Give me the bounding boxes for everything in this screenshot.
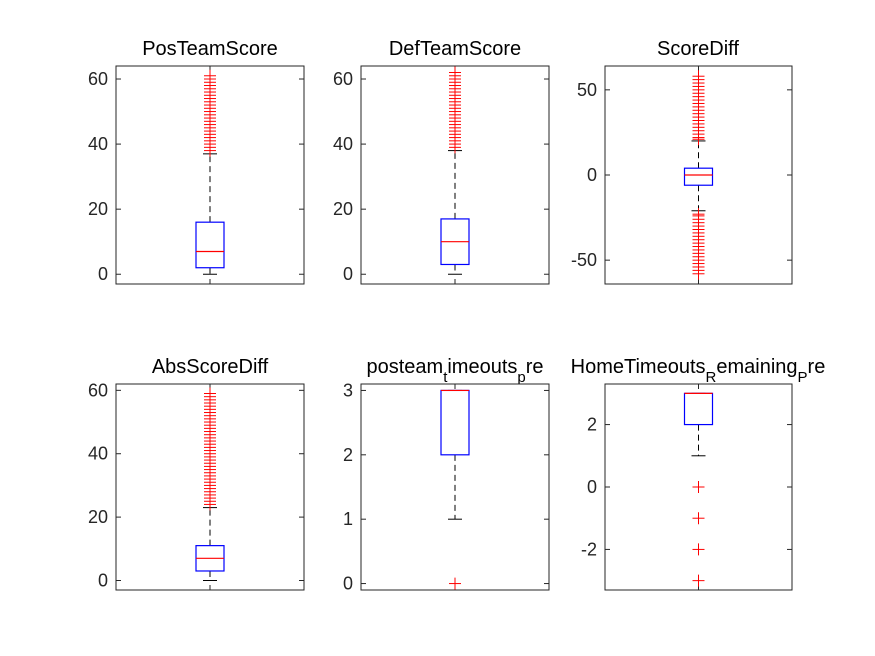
box-iqr <box>195 221 225 269</box>
y-tick-label: 40 <box>88 134 108 154</box>
title-subscript: R <box>706 369 717 386</box>
outlier-point <box>692 481 705 493</box>
y-tick-label: 2 <box>343 445 353 465</box>
subplot-5: 0 1 2 3 <box>343 380 550 594</box>
title-posteam-timeouts: posteamtimeoutspre <box>366 356 543 386</box>
title-subscript: P <box>798 369 808 386</box>
y-tick-label: 60 <box>88 69 108 89</box>
outlier-point <box>692 208 705 221</box>
y-tick-label: 0 <box>587 165 597 185</box>
outlier-point <box>692 574 705 587</box>
title-absscorediff: AbsScoreDiff <box>152 356 269 378</box>
outlier-point <box>204 69 216 82</box>
title-part: emaining <box>716 356 797 378</box>
y-tick-label: 20 <box>333 199 353 219</box>
y-tick-label: 40 <box>88 444 108 464</box>
title-posteamscore: PosTeamScore <box>142 38 278 60</box>
title-part: posteam <box>366 356 443 378</box>
plots-layer: 0 20 40 60 0 20 40 60 -50 0 50 0 20 40 60 0 1 2 3 -2 0 2 <box>88 65 793 594</box>
y-tick-label: 1 <box>343 509 353 529</box>
y-tick-label: 0 <box>343 264 353 284</box>
y-tick-label: -2 <box>581 539 597 559</box>
outlier-point <box>449 577 461 590</box>
title-scorediff: ScoreDiff <box>657 38 739 60</box>
box-iqr <box>683 167 714 186</box>
subplot-4: 0 20 40 60 <box>88 380 305 591</box>
title-part: re <box>808 356 826 378</box>
title-part: HomeTimeouts <box>571 356 706 378</box>
y-tick-label: 60 <box>333 69 353 89</box>
y-tick-label: 0 <box>587 477 597 497</box>
y-tick-label: 2 <box>587 415 597 435</box>
y-tick-label: 20 <box>88 507 108 527</box>
y-tick-label: 3 <box>343 380 353 400</box>
y-tick-label: 0 <box>98 264 108 284</box>
subplot-2: 0 20 40 60 <box>333 65 550 285</box>
outlier-point <box>204 387 216 400</box>
outlier-point <box>692 70 705 83</box>
subplot-3: -50 0 50 <box>571 65 793 285</box>
title-part: imeouts <box>447 356 517 378</box>
subplot-6: -2 0 2 <box>581 383 793 591</box>
title-subscript: t <box>443 369 448 386</box>
y-tick-label: 20 <box>88 199 108 219</box>
y-tick-label: 0 <box>98 570 108 590</box>
subplot-1: 0 20 40 60 <box>88 65 305 285</box>
y-tick-label: 60 <box>88 380 108 400</box>
y-tick-label: 0 <box>343 574 353 594</box>
y-tick-label: 40 <box>333 134 353 154</box>
outlier-point <box>692 512 705 525</box>
outlier-point <box>449 66 461 79</box>
y-tick-label: -50 <box>571 250 597 270</box>
title-hometimeouts: HomeTimeoutsRemainingPre <box>571 356 826 386</box>
title-defteamscore: DefTeamScore <box>389 38 521 60</box>
title-part: re <box>526 356 544 378</box>
title-subscript: p <box>517 369 525 386</box>
outlier-point <box>692 543 705 556</box>
y-tick-label: 50 <box>577 80 597 100</box>
